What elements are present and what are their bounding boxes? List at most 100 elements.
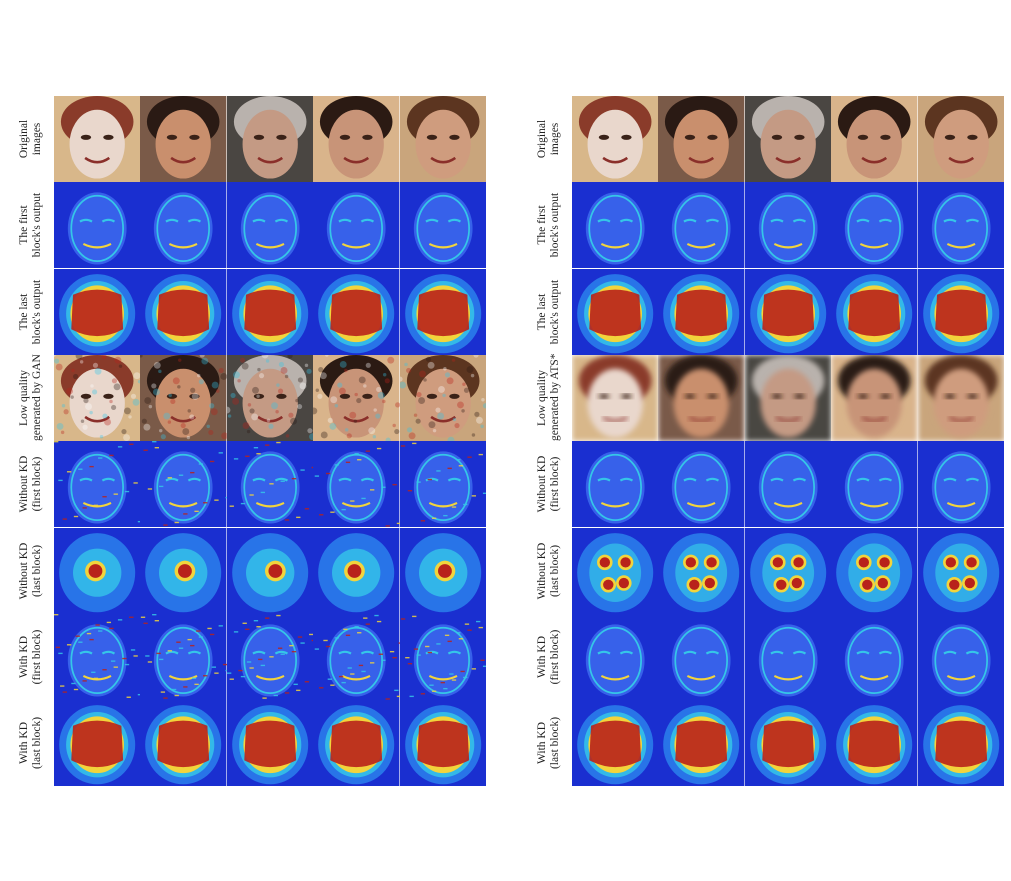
face-image-tile [917,441,1004,528]
image-strip [54,441,486,528]
face-image [54,613,141,700]
row-label-line: With KD [536,635,548,678]
face-image-tile [917,613,1004,700]
face-image [917,96,1004,182]
face-image-tile [658,700,745,787]
face-image-tile [313,96,400,182]
face-image [226,527,314,614]
face-image [140,96,227,182]
row-label-line: block's output [31,193,43,258]
face-image [226,441,314,528]
image-strip [572,354,1004,441]
row-label-text: The first block's output [18,182,44,268]
face-image-tile [572,182,659,269]
row-label-line: block's output [549,279,561,344]
face-image-tile [831,700,918,787]
row-label-line: The first [536,205,548,245]
face-image [744,182,832,269]
figure-row: With KD (first block) [8,613,488,700]
row-label: Without KD (first block) [526,441,572,527]
face-image [313,268,400,355]
face-image [572,268,659,355]
face-image [140,354,227,441]
face-image [917,441,1004,528]
face-image-tile [572,613,659,700]
figure-row: Without KD (first block) [8,441,488,528]
face-image [54,441,141,528]
row-label-line: generated by ATS* [549,353,561,441]
face-image-tile [658,613,745,700]
face-image [226,96,314,182]
figure-row: With KD (last block) [526,700,1006,787]
face-image [744,527,832,614]
row-label-text: With KD (first block) [18,614,44,700]
row-label-text: Without KD (last block) [18,528,44,614]
face-image-tile [313,613,400,700]
face-image [313,96,400,182]
face-image [831,613,918,700]
row-label: With KD (first block) [8,614,54,700]
row-label: Without KD (last block) [526,528,572,614]
face-image [658,441,745,528]
figure-row: Without KD (first block) [526,441,1006,528]
row-label-text: The first block's output [536,182,562,268]
image-strip [54,527,486,614]
face-image-tile [572,354,659,441]
image-strip [572,613,1004,700]
face-image [313,527,400,614]
face-image [399,182,486,269]
face-image-tile [399,527,486,614]
row-label-text: Without KD (first block) [536,441,562,527]
face-image [140,613,227,700]
face-image [658,268,745,355]
face-image-tile [399,613,486,700]
face-image [917,354,1004,441]
face-image [313,441,400,528]
face-image-tile [54,527,141,614]
face-image [54,268,141,355]
face-image [140,441,227,528]
face-image [54,700,141,787]
row-label-line: With KD [18,635,30,678]
face-image [658,700,745,787]
face-image-tile [744,96,832,182]
face-image-tile [399,441,486,528]
face-image-tile [917,527,1004,614]
face-image [831,182,918,269]
row-label: Without KD (last block) [8,528,54,614]
face-image [226,700,314,787]
face-image-tile [140,700,227,787]
face-image [572,700,659,787]
face-image [399,354,486,441]
face-image-tile [831,527,918,614]
face-image-tile [226,182,314,269]
face-image-tile [140,613,227,700]
row-label-text: The last block's output [536,269,562,355]
face-image [917,527,1004,614]
row-label-line: (first block) [549,456,561,512]
face-image [831,96,918,182]
row-label: The last block's output [8,269,54,355]
face-image [658,613,745,700]
face-image-tile [572,527,659,614]
face-image [399,527,486,614]
row-label: The first block's output [8,182,54,268]
row-label-line: (first block) [549,629,561,685]
row-label-line: Original [18,119,30,159]
row-label-line: The last [18,293,30,330]
image-strip [54,700,486,787]
figure-row: Low quality generated by GAN [8,354,488,441]
face-image [744,354,832,441]
image-strip [572,527,1004,614]
row-label-text: Original images [18,96,44,182]
face-image [658,527,745,614]
face-image [313,354,400,441]
face-image-tile [399,268,486,355]
face-image [744,96,832,182]
face-image-tile [744,441,832,528]
face-image-tile [54,700,141,787]
face-image-tile [917,354,1004,441]
face-image-tile [54,613,141,700]
face-image-tile [399,354,486,441]
face-image [140,527,227,614]
